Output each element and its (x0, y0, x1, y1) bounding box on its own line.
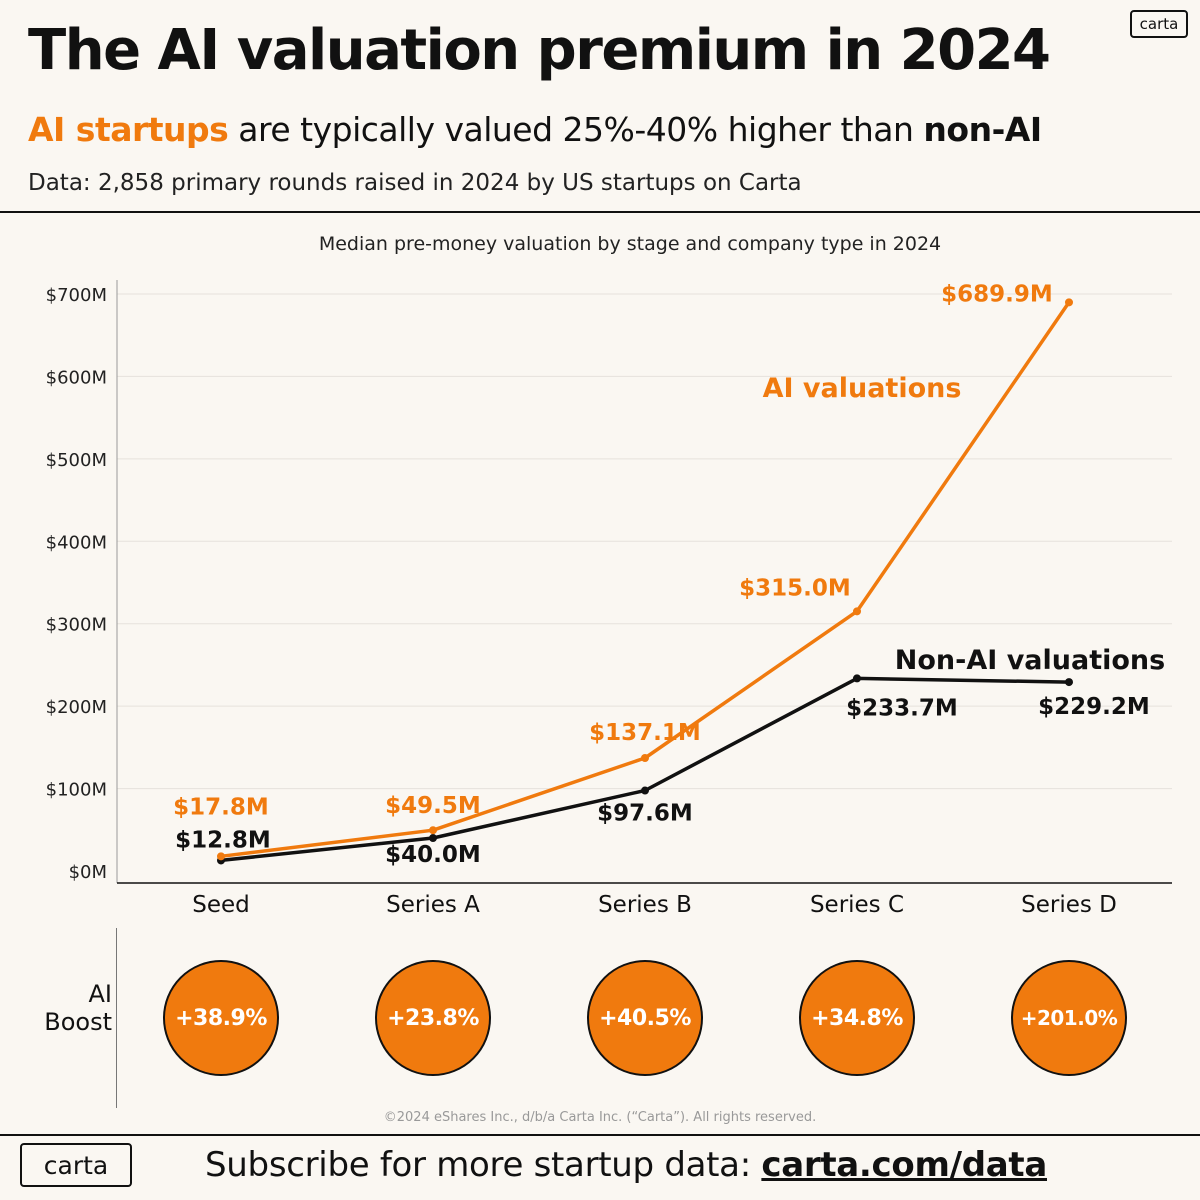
data-source-note: Data: 2,858 primary rounds raised in 202… (28, 170, 802, 196)
y-tick-label: $400M (46, 532, 107, 553)
ai-boost-badge: +40.5% (587, 960, 703, 1076)
subtitle: AI startups are typically valued 25%-40%… (28, 110, 1042, 149)
ai-data-point (853, 607, 861, 616)
copyright-notice: ©2024 eShares Inc., d/b/a Carta Inc. (“C… (383, 1110, 817, 1125)
x-tick-label: Series D (1021, 892, 1117, 918)
ai-data-label: $137.1M (589, 720, 701, 746)
nonai-data-point (1065, 678, 1073, 687)
x-tick-label: Series C (810, 892, 904, 918)
nonai-data-label: $233.7M (846, 695, 958, 721)
page-title: The AI valuation premium in 2024 (28, 18, 1051, 83)
ai-data-label: $689.9M (941, 281, 1053, 307)
y-tick-label: $500M (46, 450, 107, 471)
boost-divider (116, 928, 117, 1108)
y-tick-label: $700M (46, 285, 107, 306)
ai-series-name: AI valuations (763, 373, 962, 404)
subscribe-link[interactable]: carta.com/data (761, 1145, 1047, 1185)
subscribe-cta: Subscribe for more startup data: carta.c… (205, 1145, 1047, 1185)
y-tick-label: $200M (46, 697, 107, 718)
ai-data-label: $315.0M (739, 575, 851, 601)
ai-data-point (1065, 298, 1073, 307)
y-tick-label: $600M (46, 367, 107, 388)
chart-title: Median pre-money valuation by stage and … (319, 233, 941, 255)
y-tick-label: $100M (46, 780, 107, 801)
nonai-data-label: $229.2M (1038, 694, 1150, 720)
ai-boost-label-line2: Boost (44, 1008, 112, 1036)
header-divider (0, 211, 1200, 213)
subtitle-nonai-term: non-AI (923, 110, 1042, 149)
ai-data-point (217, 852, 225, 861)
ai-data-point (641, 753, 649, 762)
nonai-data-point (641, 786, 649, 795)
ai-boost-badge: +23.8% (375, 960, 491, 1076)
ai-boost-label-line1: AI (88, 980, 113, 1008)
subtitle-middle: are typically valued 25%-40% higher than (228, 110, 924, 149)
carta-logo-footer: carta (20, 1143, 132, 1187)
ai-boost-label: AI Boost (20, 980, 112, 1036)
ai-boost-badge: +38.9% (163, 960, 279, 1076)
nonai-data-point (429, 834, 437, 843)
ai-boost-badge: +34.8% (799, 960, 915, 1076)
x-tick-label: Series B (598, 892, 692, 918)
x-tick-label: Series A (386, 892, 480, 918)
nonai-data-point (853, 674, 861, 683)
ai-data-point (429, 826, 437, 835)
nonai-data-label: $12.8M (175, 827, 271, 853)
x-tick-label: Seed (192, 892, 250, 918)
carta-logo: carta (1130, 10, 1188, 38)
ai-data-label: $49.5M (385, 793, 481, 819)
nonai-series-name: Non-AI valuations (895, 645, 1165, 676)
y-tick-label: $0M (69, 862, 107, 883)
subtitle-ai-term: AI startups (28, 110, 229, 149)
nonai-data-label: $97.6M (597, 801, 693, 827)
footer-divider (0, 1134, 1200, 1136)
y-tick-label: $300M (46, 615, 107, 636)
nonai-data-label: $40.0M (385, 842, 481, 868)
ai-boost-badge: +201.0% (1011, 960, 1127, 1076)
subscribe-text: Subscribe for more startup data: (205, 1145, 762, 1185)
ai-data-label: $17.8M (173, 794, 269, 820)
